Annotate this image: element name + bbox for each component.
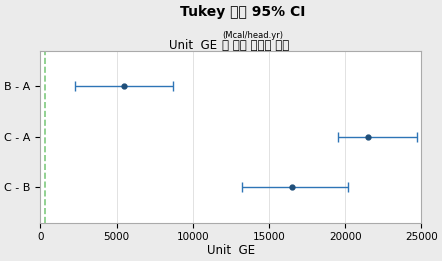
Text: Unit  GE: Unit GE — [169, 39, 221, 52]
Text: (Mcal/head.yr): (Mcal/head.yr) — [222, 31, 283, 40]
Text: 에 대한 평균의 차이: 에 대한 평균의 차이 — [222, 39, 289, 52]
X-axis label: Unit  GE: Unit GE — [207, 244, 255, 257]
Text: Tukey 동시 95% CI: Tukey 동시 95% CI — [180, 5, 306, 19]
